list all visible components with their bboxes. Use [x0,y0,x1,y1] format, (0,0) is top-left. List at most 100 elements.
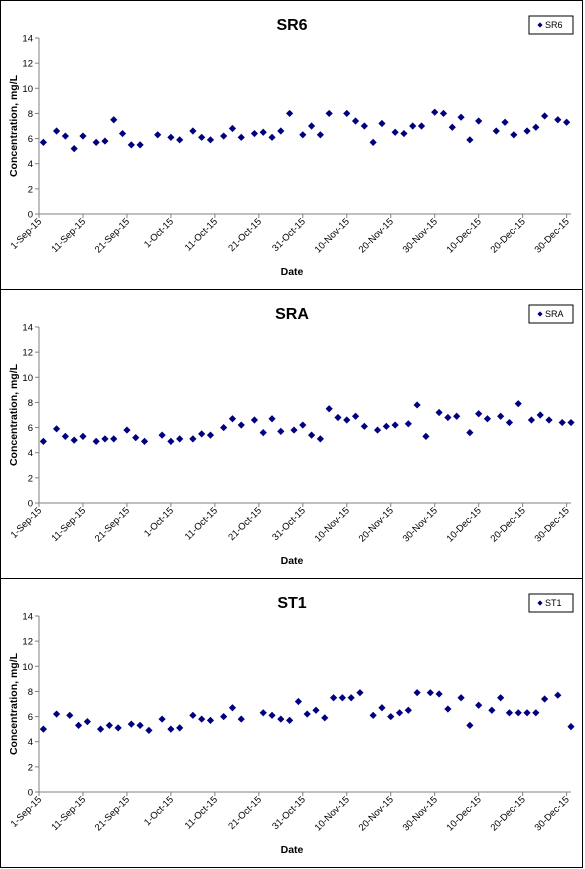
sr6-x-tick-label: 31-Oct-15 [270,216,308,254]
sr6-data-point [501,118,509,126]
st1-data-point [488,706,496,714]
sra-data-point [101,435,109,443]
sr6-x-tick-label: 20-Nov-15 [357,216,396,255]
st1-data-point [369,711,377,719]
sra-data-point [220,423,228,432]
sra-y-tick-label: 4 [28,448,33,459]
st1-data-point [136,721,144,729]
sr6-y-tick-label: 4 [28,159,33,170]
st1-data-point [277,715,285,723]
sra-x-tick-label: 31-Oct-15 [270,505,308,543]
st1-data-point [514,709,522,717]
sra-data-point [92,437,100,445]
sra-data-point [52,425,61,433]
sr6-x-tick-label: 11-Sep-15 [49,216,88,255]
st1-y-tick-label: 4 [28,737,33,748]
st1-x-tick-label: 1-Sep-15 [9,794,44,829]
st1-x-tick-label: 20-Nov-15 [357,794,396,833]
sr6-data-point [167,133,175,141]
st1-data-point [356,689,364,697]
sra-y-axis-label: Concentration, mg/L [8,363,20,466]
st1-data-point [505,709,514,717]
sra-y-tick-label: 8 [28,398,33,409]
sra-data-point [140,437,149,445]
sra-data-point [228,415,237,423]
sra-data-point [373,426,382,434]
st1-data-point [268,711,276,719]
sr6-data-point [343,109,351,118]
sr6-data-point [351,117,360,125]
sr6-data-point [259,128,267,136]
sra-legend-marker [537,311,543,317]
st1-x-tick-label: 21-Oct-15 [226,794,264,832]
sra-data-point [422,432,430,440]
sra-data-point [545,416,553,424]
st1-data-point [466,721,474,729]
st1-x-tick-label: 1-Oct-15 [142,794,176,828]
st1-data-point [395,709,404,717]
sr6-data-point [268,133,276,141]
sra-data-point [39,437,47,445]
sr6-data-point [510,131,518,139]
sra-x-tick-label: 20-Dec-15 [489,505,528,544]
sr6-data-point [391,128,399,136]
st1-legend-marker [537,600,543,606]
sr6-data-point [101,137,109,145]
sra-data-point [198,430,206,438]
sra-data-point [435,408,443,417]
sra-data-point [527,416,536,424]
sr6-data-point [307,122,316,130]
st1-data-point [259,709,267,717]
sr6-y-axis-label: Concentration, mg/L [8,74,20,177]
sr6-data-point [70,145,78,153]
st1-data-point [404,706,412,714]
st1-data-point [387,712,395,721]
st1-data-point [444,705,452,713]
sr6-data-point [110,116,118,124]
sra-data-point [404,420,412,428]
sra-x-tick-label: 21-Oct-15 [226,505,264,543]
st1-legend-label: ST1 [545,598,562,608]
sr6-data-point [299,131,307,139]
sra-data-point [167,437,175,445]
st1-data-point [303,710,311,718]
sr6-data-point [316,131,324,139]
sr6-data-point [237,133,245,141]
sra-data-point [453,412,461,420]
sr6-x-tick-label: 10-Nov-15 [313,216,352,255]
sr6-y-tick-label: 6 [28,134,33,145]
st1-x-tick-label: 30-Dec-15 [533,794,572,833]
sra-data-point [391,421,399,429]
st1-data-point [66,711,74,719]
sr6-x-tick-label: 21-Sep-15 [93,216,132,255]
sr6-data-point [198,133,206,141]
sr6-data-point [400,129,408,138]
sr6-legend-marker [537,22,543,28]
st1-y-tick-label: 0 [28,788,33,799]
sr6-data-point [523,127,531,135]
sr6-x-tick-label: 10-Dec-15 [445,216,484,255]
st1-y-axis-label: Concentration, mg/L [8,652,20,755]
sr6-data-point [409,122,417,130]
st1-legend-box [528,593,574,613]
sr6-data-point [52,127,61,135]
sr6-y-tick-label: 0 [28,210,33,221]
sra-data-point [250,416,259,424]
sr6-data-point [541,112,549,120]
st1-data-point [167,725,175,733]
sra-data-point [259,429,267,437]
sr6-data-point [92,138,100,146]
sr6-data-point [369,138,377,146]
sra-y-tick-label: 2 [28,473,33,484]
st1-data-point [413,689,421,697]
st1-data-point [189,711,197,719]
st1-x-tick-label: 10-Nov-15 [313,794,352,833]
st1-x-tick-label: 20-Dec-15 [489,794,528,833]
sr6-data-point [176,136,184,144]
sr6-x-tick-label: 20-Dec-15 [489,216,528,255]
sra-data-point [176,435,184,443]
st1-y-tick-label: 8 [28,687,33,698]
st1-data-point [52,710,61,718]
st1-x-tick-label: 10-Dec-15 [445,794,484,833]
sr6-data-point [127,141,135,149]
